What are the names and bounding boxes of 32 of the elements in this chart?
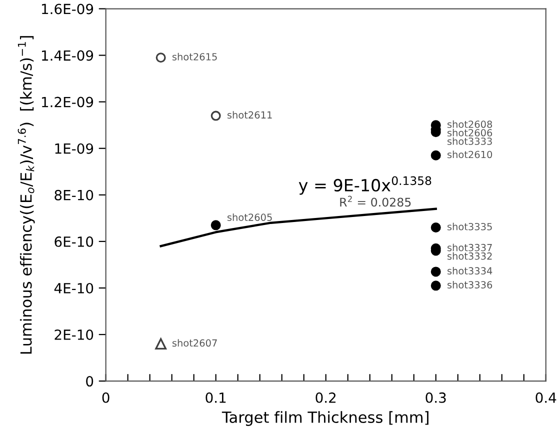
annotation: shot2608 bbox=[447, 120, 492, 128]
annotation: R$^{2}$ = 0.0285 bbox=[340, 196, 411, 207]
annotation: shot2610 bbox=[447, 150, 492, 158]
annotation: shot2615 bbox=[172, 52, 217, 60]
y-tick-label: 1.2E-09 bbox=[42, 96, 94, 108]
annotation: shot3336 bbox=[447, 280, 492, 288]
annotation: shot3335 bbox=[447, 222, 492, 230]
annotation: shot3332 bbox=[447, 252, 492, 260]
y-tick-label: 4E-10 bbox=[54, 282, 94, 294]
annotation: shot2606 bbox=[447, 128, 492, 136]
annotation: shot3337 bbox=[447, 244, 492, 252]
annotation: shot3334 bbox=[447, 266, 492, 275]
y-tick-label: 6E-10 bbox=[54, 236, 94, 247]
y-tick-label: 2E-10 bbox=[54, 329, 94, 340]
x-axis-title: Target film Thickness [mm] bbox=[222, 411, 428, 426]
x-tick-label: 0.1 bbox=[206, 392, 226, 403]
line-series bbox=[160, 208, 437, 248]
x-tick-label: 0.3 bbox=[426, 392, 446, 403]
y-tick-label: 1E-09 bbox=[55, 143, 94, 154]
annotation: shot2611 bbox=[227, 111, 272, 119]
y-tick-label: 0 bbox=[86, 376, 94, 387]
x-tick-label: 0 bbox=[102, 392, 110, 403]
x-tick-label: 0.4 bbox=[536, 392, 556, 403]
annotation: shot2607 bbox=[172, 339, 217, 347]
annotation: shot2605 bbox=[227, 213, 272, 221]
y-tick-label: 8E-10 bbox=[54, 190, 94, 200]
x-tick-label: 0.2 bbox=[316, 392, 336, 403]
annotation: shot3333 bbox=[447, 137, 492, 145]
text: Luminous effiency((E$_{o}$/E$_{k}$)/v$^{7.6}$) [(km/s)$^{−1}$] bbox=[18, 36, 35, 354]
y-tick-label: 1.4E-09 bbox=[42, 50, 94, 61]
annotation: y = 9E-10x$^{0.1358}$ bbox=[298, 176, 432, 195]
y-tick-label: 1.6E-09 bbox=[42, 4, 94, 14]
